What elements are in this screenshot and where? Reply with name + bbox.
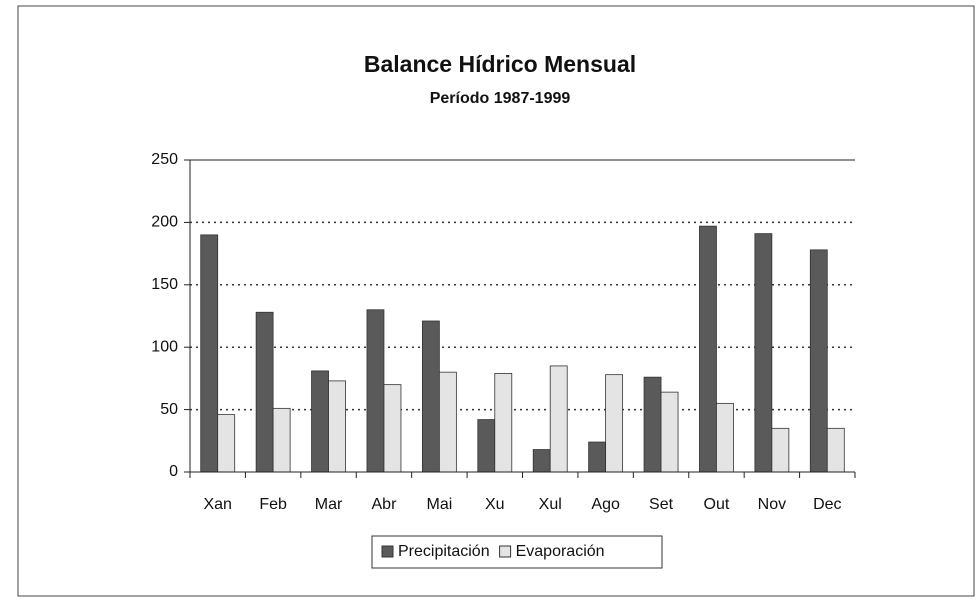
bar <box>826 427 845 473</box>
bar <box>643 376 662 473</box>
bar <box>660 391 679 473</box>
bar <box>588 441 607 473</box>
x-tick-label: Mai <box>426 496 452 513</box>
bar <box>549 365 568 473</box>
bar <box>605 374 624 473</box>
bar <box>532 449 551 473</box>
bar <box>494 373 513 473</box>
bar <box>328 380 346 473</box>
x-tick-label: Dec <box>813 496 841 513</box>
y-tick-label: 100 <box>151 338 178 355</box>
legend-swatch <box>381 545 394 558</box>
bar <box>477 419 496 473</box>
y-tick-label: 0 <box>169 463 178 480</box>
bar <box>366 309 385 473</box>
bar <box>716 402 734 473</box>
bar <box>771 427 790 473</box>
bar <box>699 225 717 473</box>
bar <box>311 370 329 473</box>
y-tick-label: 200 <box>151 214 178 231</box>
x-tick-label: Xu <box>485 496 505 513</box>
legend-label: Precipitación <box>398 543 490 560</box>
x-tick-label: Set <box>649 496 674 513</box>
chart-frame <box>17 5 975 597</box>
legend-label: Evaporación <box>516 543 605 560</box>
y-tick-label: 150 <box>151 276 178 293</box>
x-tick-label: Feb <box>259 496 287 513</box>
legend-box <box>371 535 663 569</box>
bar <box>438 371 457 473</box>
bar <box>809 249 828 473</box>
bar <box>754 233 773 473</box>
bar <box>217 414 236 473</box>
x-tick-label: Nov <box>758 496 786 513</box>
y-tick-label: 50 <box>160 401 178 418</box>
x-tick-label: Xan <box>203 496 231 513</box>
bar <box>421 320 440 473</box>
bar <box>255 311 274 473</box>
chart-title: Balance Hídrico Mensual <box>364 51 636 77</box>
y-tick-label: 250 <box>151 151 178 168</box>
x-tick-label: Ago <box>591 496 620 513</box>
bar <box>272 407 291 473</box>
bar <box>383 384 402 473</box>
legend-swatch <box>499 545 512 558</box>
bar <box>200 234 219 473</box>
x-tick-label: Xul <box>539 496 562 513</box>
x-tick-label: Abr <box>372 496 398 513</box>
x-tick-label: Out <box>704 496 730 513</box>
chart-subtitle: Período 1987-1999 <box>430 90 571 107</box>
x-tick-label: Mar <box>315 496 343 513</box>
